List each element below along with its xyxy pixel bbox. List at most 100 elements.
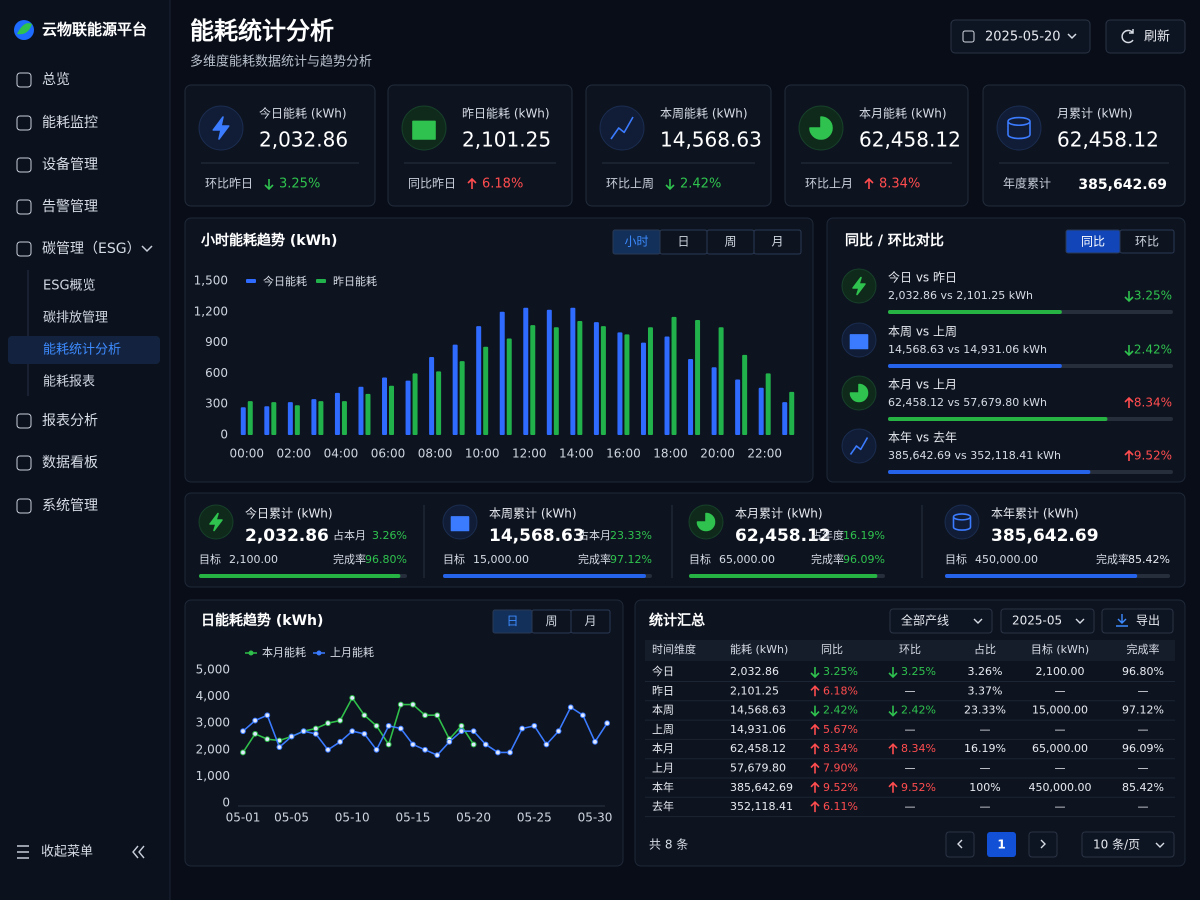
tab-label[interactable]: 月 [771, 235, 783, 249]
bar [365, 393, 371, 435]
filter-select[interactable] [1000, 608, 1095, 634]
kpi-value: 14,568.63 [660, 128, 762, 152]
submenu-item[interactable]: 能耗统计分析 [43, 343, 121, 358]
icon [212, 116, 230, 140]
progress-bar [888, 470, 1091, 474]
tab-label[interactable]: 周 [724, 235, 736, 249]
tab-label[interactable]: 周 [545, 614, 557, 628]
tab-label[interactable]: 日 [677, 235, 689, 249]
point [470, 728, 477, 735]
compare-label: 今日 vs 昨日 [888, 270, 957, 285]
submenu-item[interactable]: 碳排放管理 [43, 311, 108, 326]
icon-bg [944, 504, 980, 540]
table-cell: 9.52% [901, 781, 936, 794]
bar [617, 332, 623, 435]
rate-label: 完成率 [578, 552, 611, 566]
panel [634, 599, 1186, 867]
date: 2025-05-20 [985, 30, 1061, 45]
page-size-select[interactable] [1081, 831, 1175, 858]
share-value: 3.26% [372, 529, 407, 542]
point [337, 717, 344, 724]
point [361, 712, 368, 719]
point [397, 725, 404, 732]
y-tick-label: 0 [220, 428, 228, 442]
table-cell: — [1055, 684, 1066, 697]
bar [789, 391, 795, 435]
point [519, 725, 526, 732]
table-cell: — [905, 762, 916, 775]
collapse-chevrons [132, 845, 145, 859]
kpi-value: 2,032.86 [259, 128, 348, 152]
submenu-item[interactable]: 能耗报表 [43, 375, 95, 390]
rate-label: 完成率 [811, 552, 844, 566]
submenu-item[interactable]: ESG概览 [43, 278, 96, 294]
tab-label[interactable]: 同比 [1081, 235, 1105, 249]
target-goal-label: 目标 [199, 552, 221, 566]
chart-title: 小时能耗趋势 (kWh) [201, 232, 337, 249]
bar [311, 399, 317, 435]
point [531, 722, 538, 729]
kpi-compare-label: 环比上月 [805, 177, 853, 191]
bar [600, 326, 606, 435]
y-tick-label: 5,000 [196, 663, 230, 677]
tab[interactable] [753, 229, 802, 255]
x-tick-label: 16:00 [606, 447, 641, 461]
legend-label: 今日能耗 [263, 274, 307, 288]
export-button[interactable] [1101, 608, 1174, 634]
menu-item[interactable]: 告警管理 [42, 199, 98, 215]
progress-bar [945, 574, 1138, 578]
bar [294, 405, 300, 435]
kpi-value: 62,458.12 [1057, 128, 1159, 152]
y-tick-label: 1,000 [196, 769, 230, 783]
x-tick-label: 05-15 [395, 811, 430, 825]
tab[interactable] [570, 609, 611, 634]
legend-dot [316, 650, 322, 656]
column-header: 环比 [899, 643, 921, 656]
date-picker[interactable] [950, 19, 1091, 54]
point [373, 722, 380, 729]
tab[interactable] [1119, 229, 1175, 254]
bar [671, 316, 677, 435]
point [458, 722, 465, 729]
table-cell: 3.25% [901, 665, 936, 678]
rate-value: 96.09% [843, 553, 885, 566]
legend-swatch [246, 279, 256, 283]
column-header: 同比 [821, 643, 843, 656]
panel [826, 217, 1186, 483]
trend-arrow [888, 743, 898, 755]
bar [506, 338, 512, 435]
menu-item[interactable]: 碳管理（ESG） [42, 241, 141, 257]
bar [287, 402, 293, 435]
tab-label[interactable]: 小时 [624, 235, 648, 249]
submenu-active [8, 336, 160, 364]
tab-label[interactable]: 日 [506, 614, 518, 628]
filter-select[interactable] [889, 608, 993, 634]
menu-item[interactable]: 设备管理 [42, 156, 98, 173]
icon [209, 512, 223, 532]
tab-label[interactable]: 月 [584, 614, 596, 628]
target-goal-label: 目标 [945, 552, 967, 566]
pager-prev[interactable] [945, 831, 975, 858]
point [361, 730, 368, 737]
chevron [1155, 842, 1165, 848]
point [240, 749, 246, 756]
table-cell: 23.33% [964, 704, 1006, 717]
panel-title: 统计汇总 [649, 612, 705, 629]
chevron [141, 245, 153, 253]
tab-label[interactable]: 环比 [1135, 235, 1159, 249]
refresh-button[interactable] [1105, 19, 1186, 54]
table-cell: — [1055, 762, 1066, 775]
menu-item[interactable]: 报表分析 [42, 413, 98, 429]
menu-item[interactable]: 能耗监控 [42, 115, 98, 131]
collapse[interactable]: 收起菜单 [41, 845, 93, 860]
progress-bar [888, 364, 1062, 368]
menu-item[interactable]: 系统管理 [42, 498, 98, 514]
menu-item[interactable]: 数据看板 [42, 455, 98, 471]
y-tick-label: 900 [205, 335, 228, 349]
pager-next[interactable] [1028, 831, 1058, 858]
pager-current[interactable] [987, 832, 1016, 857]
legend-label: 上月能耗 [330, 645, 374, 659]
kpi-label: 月累计 (kWh) [1057, 107, 1133, 121]
menu-item[interactable]: 总览 [42, 72, 70, 88]
